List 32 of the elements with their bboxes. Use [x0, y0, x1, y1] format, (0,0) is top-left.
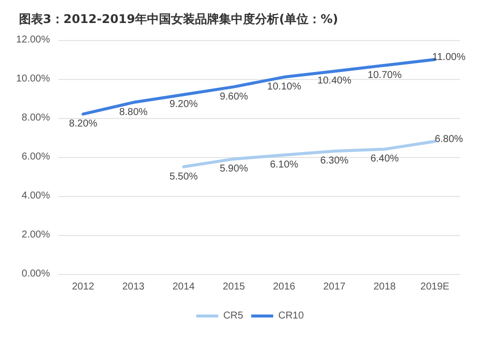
x-tick-label: 2012 [72, 282, 95, 292]
x-tick-label: 2013 [122, 282, 145, 292]
y-tick-label: 4.00% [22, 190, 50, 202]
data-label: 10.70% [368, 70, 402, 81]
chart-title: 图表3：2012-2019年中国女装品牌集中度分析(单位：%) [19, 12, 338, 26]
legend-label: CR10 [278, 310, 304, 322]
data-label: 8.20% [68, 118, 98, 130]
x-tick-label: 2015 [222, 282, 246, 292]
legend-label: CR5 [223, 310, 244, 322]
data-label: 10.10% [267, 82, 302, 93]
data-label: 6.40% [370, 154, 399, 165]
y-tick-label: 12.00% [16, 34, 50, 46]
x-tick-label: 2014 [172, 282, 196, 292]
data-label: 6.80% [434, 134, 464, 145]
data-label: 9.20% [169, 99, 198, 110]
y-tick-label: 0.00% [22, 268, 50, 280]
data-label: 10.40% [317, 76, 352, 87]
y-tick-label: 10.00% [16, 74, 50, 84]
data-label: 11.00% [432, 52, 466, 63]
x-tick-label: 2019E [420, 282, 450, 292]
x-tick-label: 2018 [374, 282, 396, 292]
y-tick-label: 2.00% [22, 230, 50, 240]
data-label: 6.10% [270, 160, 298, 171]
data-label: 5.50% [169, 171, 198, 182]
x-tick-label: 2017 [323, 282, 346, 292]
data-label: 5.90% [220, 163, 248, 174]
data-label: 8.80% [119, 106, 148, 118]
y-tick-label: 8.00% [22, 112, 50, 124]
data-label: 6.30% [320, 156, 349, 167]
y-tick-label: 6.00% [22, 152, 50, 162]
x-tick-label: 2016 [273, 282, 296, 292]
data-label: 9.60% [220, 91, 248, 102]
